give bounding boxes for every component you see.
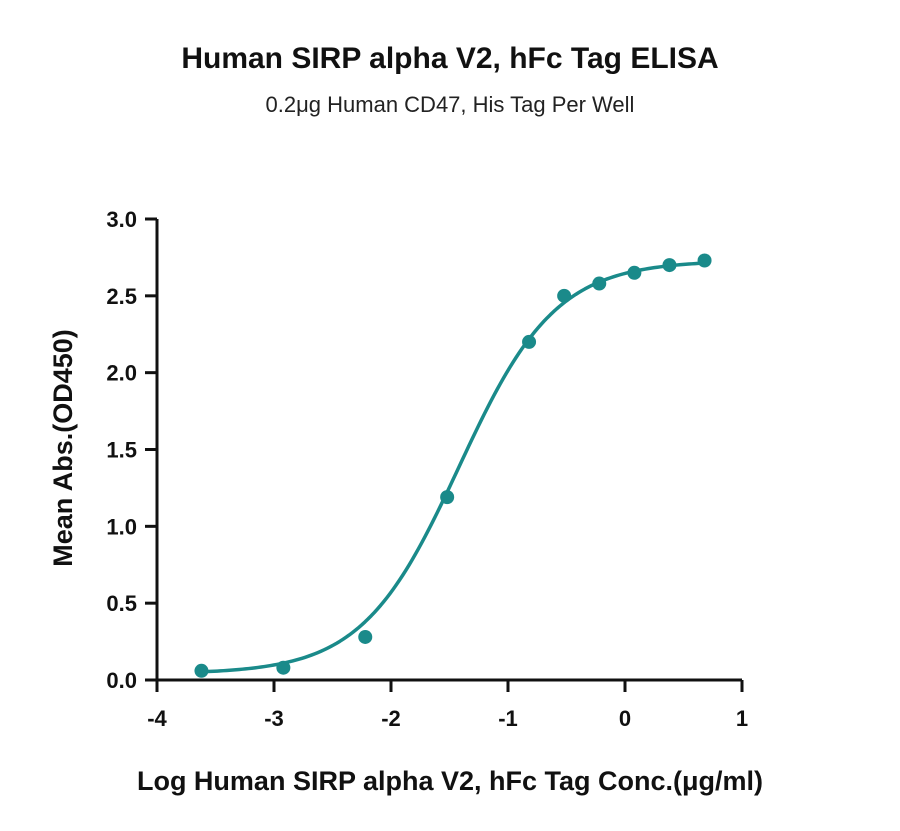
y-tick-label: 1.0 <box>106 514 137 539</box>
x-tick-label: 1 <box>736 706 748 731</box>
x-tick-label: 0 <box>619 706 631 731</box>
x-tick-label: -1 <box>498 706 518 731</box>
axes: -4 -3 -2 -1 0 1 0.0 0.5 1.0 1.5 2.0 2.5 3.0 <box>106 207 748 731</box>
data-point <box>358 629 373 644</box>
data-point <box>697 253 712 268</box>
data-point <box>627 265 642 280</box>
fit-curve <box>201 261 705 674</box>
data-point <box>592 276 607 291</box>
y-axis-title: Mean Abs.(OD450) <box>48 329 78 567</box>
data-point <box>276 660 291 675</box>
x-tick-label: -3 <box>264 706 284 731</box>
chart-title: Human SIRP alpha V2, hFc Tag ELISA <box>181 42 719 75</box>
data-point <box>557 288 572 303</box>
y-tick-label: 0.0 <box>106 668 137 693</box>
data-point <box>440 490 455 505</box>
data-point <box>522 334 537 349</box>
y-tick-label: 3.0 <box>106 207 137 232</box>
y-tick-label: 2.0 <box>106 361 137 386</box>
marks <box>194 253 712 678</box>
y-tick-label: 1.5 <box>106 438 137 463</box>
y-tick-label: 2.5 <box>106 284 137 309</box>
x-tick-label: -2 <box>381 706 401 731</box>
data-point <box>662 258 677 273</box>
chart-subtitle: 0.2μg Human CD47, His Tag Per Well <box>265 92 635 117</box>
x-axis-title: Log Human SIRP alpha V2, hFc Tag Conc.(μ… <box>137 766 763 796</box>
x-tick-label: -4 <box>147 706 167 731</box>
y-tick-label: 0.5 <box>106 591 137 616</box>
data-point <box>194 663 209 678</box>
